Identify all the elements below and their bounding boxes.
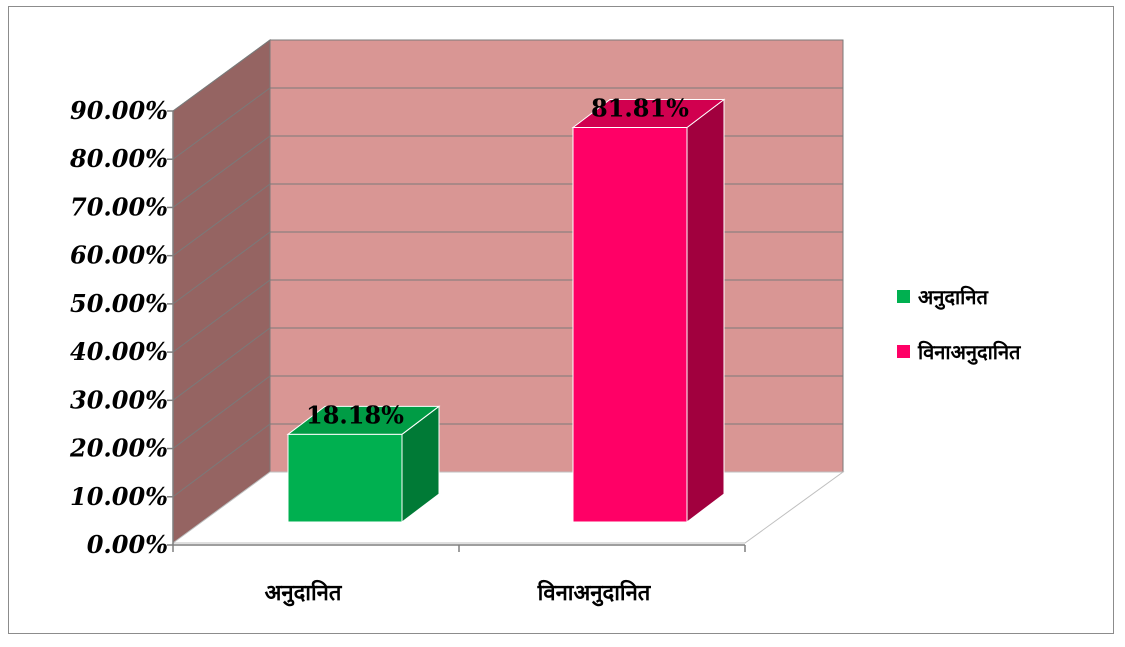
legend-swatch-vinaanudanit bbox=[897, 345, 910, 358]
gridline-side bbox=[172, 87, 271, 160]
gridline-side bbox=[172, 375, 271, 449]
y-tick-label: 70.00% bbox=[70, 192, 168, 221]
y-tick-label: 50.00% bbox=[70, 289, 168, 318]
bar-anudanit bbox=[286, 405, 441, 524]
y-tick-label: 40.00% bbox=[70, 337, 168, 366]
gridline-side bbox=[172, 231, 271, 305]
gridline-side bbox=[172, 135, 271, 208]
legend-label-anudanit: अनुदानित bbox=[918, 285, 989, 310]
data-label-vinaanudanit: 81.81% bbox=[591, 93, 689, 122]
bar-vinaanudanit-side bbox=[686, 98, 725, 524]
y-tick-label: 90.00% bbox=[70, 96, 168, 125]
gridline-side bbox=[172, 183, 271, 257]
legend: अनुदानित विनाअनुदानित bbox=[897, 285, 1022, 365]
chart-floor bbox=[171, 471, 845, 544]
chart-side-wall bbox=[172, 39, 271, 544]
bar-vinaanudanit bbox=[571, 98, 726, 524]
y-tick-label: 60.00% bbox=[70, 241, 168, 270]
y-tick-label: 30.00% bbox=[70, 385, 168, 414]
gridlines bbox=[172, 39, 843, 498]
y-tick-label: 10.00% bbox=[70, 482, 168, 511]
x-tick-label-vinaanudanit: विनाअनुदानित bbox=[537, 579, 652, 607]
y-tick-label: 80.00% bbox=[69, 144, 168, 173]
x-axis-ticks bbox=[172, 545, 746, 552]
legend-label-vinaanudanit: विनाअनुदानित bbox=[917, 340, 1022, 365]
legend-swatch-anudanit bbox=[897, 290, 910, 303]
bar-vinaanudanit-front bbox=[572, 126, 688, 523]
gridline-side bbox=[172, 423, 271, 498]
y-axis-ticks: 0.00% 10.00% 20.00% 30.00% 40.00% 50.00% 60.00… bbox=[69, 96, 173, 559]
gridline-side bbox=[172, 327, 271, 401]
y-tick-label: 0.00% bbox=[87, 530, 168, 559]
data-label-anudanit: 18.18% bbox=[306, 400, 404, 429]
gridline-side bbox=[172, 279, 271, 353]
gridline-side bbox=[172, 39, 271, 112]
bar-anudanit-front bbox=[287, 433, 403, 523]
y-tick-label: 20.00% bbox=[69, 434, 168, 463]
x-tick-label-anudanit: अनुदानित bbox=[265, 579, 343, 607]
